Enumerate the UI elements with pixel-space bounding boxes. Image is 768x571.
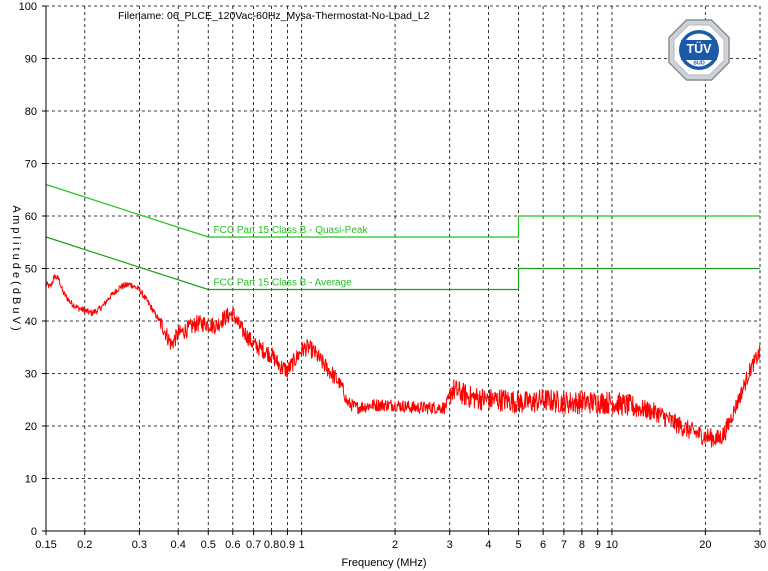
x-tick-label: 2	[392, 539, 398, 551]
y-tick-label: 10	[25, 474, 37, 486]
x-tick-label: 7	[561, 539, 567, 551]
y-tick-label: 60	[25, 211, 37, 223]
x-tick-label: 0.8	[264, 539, 279, 551]
limit-line-quasi-peak	[45, 183, 760, 238]
y-tick-label: 20	[25, 421, 37, 433]
limit-lines: FCC Part 15 Class B - Quasi-Peak FCC Part…	[45, 183, 760, 291]
y-tick-label: 100	[19, 1, 37, 13]
x-axis-title: Frequency (MHz)	[342, 557, 427, 569]
y-tick-label: 50	[25, 264, 37, 276]
x-tick-label: 4	[485, 539, 491, 551]
measurement-series	[45, 274, 761, 448]
x-tick-labels: 0.15 0.2 0.3 0.4 0.5 0.6 0.7 0.8 0.9 1 2 3 4 5 6 7 8 9 10 2…	[35, 539, 766, 551]
y-tick-label: 90	[25, 54, 37, 66]
x-tick-label: 1	[299, 539, 305, 551]
y-tick-label: 30	[25, 369, 37, 381]
x-tick-label: 0.15	[35, 539, 56, 551]
x-tick-label: 20	[699, 539, 711, 551]
chart-title: Filename: 06_PLCE_120Vac-60Hz_Mysa-Therm…	[118, 10, 430, 22]
svg-text:SÜD: SÜD	[693, 60, 705, 67]
tuv-sud-logo: TÜV SÜD	[668, 19, 730, 81]
x-tick-label: 10	[606, 539, 618, 551]
y-tick-label: 0	[31, 526, 37, 538]
y-tick-label: 40	[25, 316, 37, 328]
limit-label-average: FCC Part 15 Class B - Average	[214, 278, 353, 289]
limit-line-average	[45, 236, 760, 291]
y-tick-labels: 0 10 20 30 40 50 60 70 80 90 100	[19, 1, 37, 538]
y-tick-label: 80	[25, 106, 37, 118]
x-tick-label: 0.9	[280, 539, 295, 551]
x-tick-label: 6	[540, 539, 546, 551]
svg-text:TÜV: TÜV	[687, 41, 713, 56]
x-tick-label: 0.5	[201, 539, 216, 551]
x-tick-label: 0.7	[246, 539, 261, 551]
x-tick-label: 0.4	[171, 539, 186, 551]
x-tick-label: 30	[754, 539, 766, 551]
x-tick-label: 3	[447, 539, 453, 551]
y-axis-title: A m p l i t u d e ( d B u V )	[10, 205, 22, 330]
measurement-trace	[45, 274, 761, 448]
x-tick-label: 0.3	[132, 539, 147, 551]
limit-label-quasi-peak: FCC Part 15 Class B - Quasi-Peak	[214, 225, 369, 236]
x-tick-label: 0.2	[77, 539, 92, 551]
x-tick-label: 8	[579, 539, 585, 551]
y-tick-label: 70	[25, 159, 37, 171]
x-tick-label: 9	[595, 539, 601, 551]
x-tick-label: 5	[515, 539, 521, 551]
x-tick-label: 0.6	[225, 539, 240, 551]
